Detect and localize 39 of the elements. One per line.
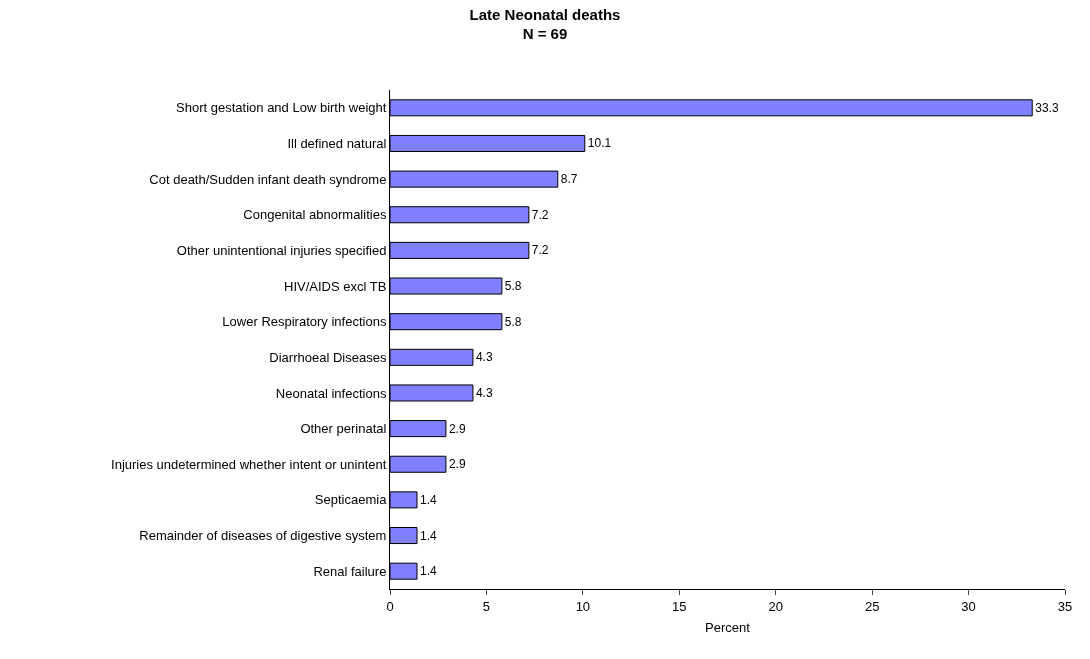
y-tick-label: Other perinatal <box>300 421 387 437</box>
y-tick-label: Lower Respiratory infections <box>222 314 387 330</box>
y-tick-label: Injuries undetermined whether intent or unintent <box>111 456 387 472</box>
y-tick-label: Septicaemia <box>314 492 388 508</box>
x-tick-label: 25 <box>864 598 880 614</box>
y-tick-label: Remainder of diseases of digestive system <box>139 528 387 544</box>
y-tick-label: Diarrhoeal Diseases <box>269 349 387 365</box>
data-label: 2.9 <box>448 457 466 472</box>
data-label: 7.2 <box>531 243 549 258</box>
x-tick-label: 15 <box>672 598 687 614</box>
x-tick-label: 10 <box>575 598 591 614</box>
x-tick-label: 5 <box>482 598 491 614</box>
data-label: 5.8 <box>504 279 522 294</box>
y-tick-label: Congenital abnormalities <box>243 207 387 223</box>
data-label: 33.3 <box>1035 100 1059 115</box>
data-label: 7.2 <box>531 207 549 222</box>
chart-subtitle: N = 69 <box>522 25 568 43</box>
data-label: 1.4 <box>420 564 438 579</box>
x-tick-label: 20 <box>768 598 783 614</box>
y-tick-label: Short gestation and Low birth weight <box>176 100 387 116</box>
y-tick-label: Other unintentional injuries specified <box>176 242 387 258</box>
y-tick-label: Ill defined natural <box>287 136 387 152</box>
data-label: 10.1 <box>587 136 612 151</box>
x-tick-label: 0 <box>386 598 394 614</box>
chart-title: Late Neonatal deaths <box>469 5 621 23</box>
data-label: 1.4 <box>420 492 438 507</box>
data-label: 4.3 <box>475 350 493 365</box>
y-tick-label: HIV/AIDS excl TB <box>284 278 387 294</box>
data-label: 8.7 <box>560 172 578 187</box>
y-tick-label: Renal failure <box>313 563 387 579</box>
data-label: 4.3 <box>475 385 493 400</box>
x-tick-label: 30 <box>961 598 976 614</box>
data-label: 2.9 <box>448 421 466 436</box>
data-label: 5.8 <box>504 314 522 329</box>
y-tick-label: Neonatal infections <box>275 385 387 401</box>
data-label: 1.4 <box>420 528 438 543</box>
x-tick-label: 35 <box>1057 598 1073 614</box>
y-tick-label: Cot death/Sudden infant death syndrome <box>149 171 387 187</box>
x-axis-title: Percent <box>705 620 751 636</box>
